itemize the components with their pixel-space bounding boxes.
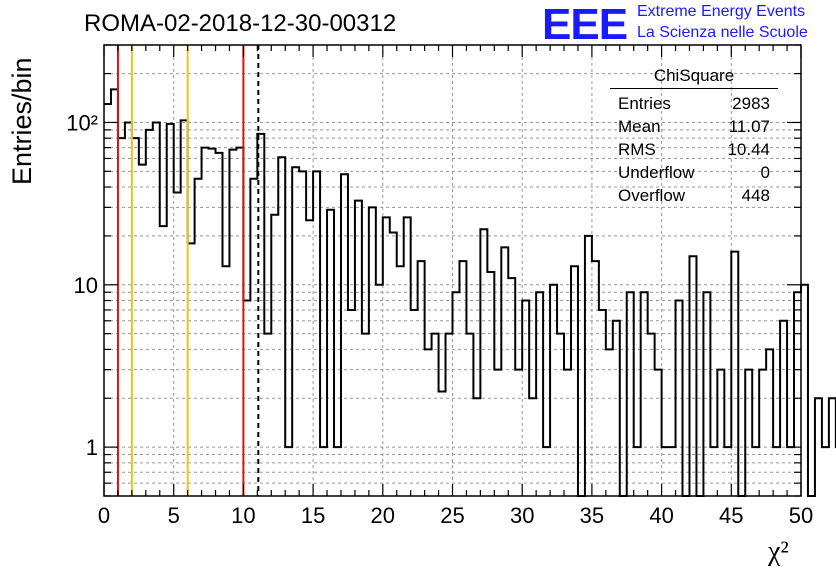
axes xyxy=(103,44,802,497)
y-axis-label: Entries/bin xyxy=(7,57,37,185)
x-tick-label: 0 xyxy=(98,503,110,528)
stats-row: Mean 11.07 xyxy=(610,115,778,138)
histogram-step-line xyxy=(104,88,836,497)
x-tick-label: 30 xyxy=(510,503,534,528)
logo-line1: Extreme Energy Events xyxy=(637,3,806,20)
x-tick-label: 25 xyxy=(440,503,464,528)
x-axis-label: χ² xyxy=(768,536,789,567)
stats-box: ChiSquare Entries 2983 Mean 11.07 RMS 10.44… xyxy=(610,66,778,207)
x-tick-label: 35 xyxy=(580,503,604,528)
y-tick-label: 10 xyxy=(74,273,98,298)
stats-label: Mean xyxy=(618,117,661,136)
stats-row: Entries 2983 xyxy=(610,92,778,115)
stats-label: Entries xyxy=(618,94,671,113)
x-tick-label: 10 xyxy=(231,503,255,528)
stats-row: Overflow 448 xyxy=(610,184,778,207)
eee-logo: EEE xyxy=(542,0,628,49)
stats-value: 448 xyxy=(741,186,770,205)
x-tick-label: 45 xyxy=(719,503,743,528)
stats-row: RMS 10.44 xyxy=(610,138,778,161)
x-tick-label: 5 xyxy=(168,503,180,528)
x-tick-label: 15 xyxy=(301,503,325,528)
y-tick-label: 10² xyxy=(66,110,98,135)
stats-title: ChiSquare xyxy=(610,66,778,89)
stats-row: Underflow 0 xyxy=(610,161,778,184)
stats-value: 10.44 xyxy=(727,140,770,159)
y-tick-labels: 1 10 10² xyxy=(66,110,98,460)
stats-value: 11.07 xyxy=(728,117,770,136)
x-tick-label: 20 xyxy=(371,503,395,528)
y-tick-label: 1 xyxy=(86,435,98,460)
x-tick-label: 40 xyxy=(649,503,673,528)
x-tick-labels: 0 5 10 15 20 25 30 35 40 45 50 xyxy=(98,503,813,528)
x-tick-label: 50 xyxy=(789,503,813,528)
grid-lines xyxy=(104,44,801,497)
stats-label: Overflow xyxy=(618,186,686,205)
stats-value: 0 xyxy=(760,163,770,182)
histogram-bars xyxy=(104,88,836,497)
logo-line2: La Scienza nelle Scuole xyxy=(637,24,808,41)
stats-value: 2983 xyxy=(732,94,770,113)
chart-title: ROMA-02-2018-12-30-00312 xyxy=(84,10,397,37)
stats-label: Underflow xyxy=(618,163,695,182)
stats-label: RMS xyxy=(618,140,656,159)
reference-lines xyxy=(116,45,260,496)
